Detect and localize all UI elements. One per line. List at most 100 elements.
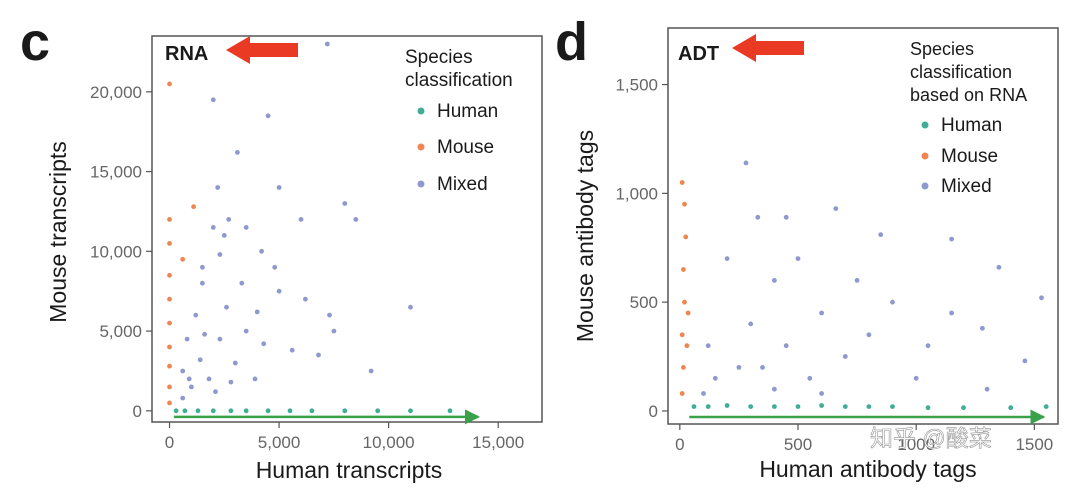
legend-marker-mouse <box>921 152 929 160</box>
mixed-point <box>184 336 190 342</box>
human-point <box>243 408 249 414</box>
mixed-point <box>200 264 205 270</box>
x-tick-label: 15,000 <box>472 433 524 452</box>
mixed-point <box>303 296 308 302</box>
mixed-point <box>980 325 985 331</box>
chart-title-d: ADT <box>678 43 719 65</box>
mixed-point <box>217 336 223 342</box>
mixed-point <box>949 236 954 242</box>
legend-c: Species classification Human Mouse Mixed <box>405 47 513 195</box>
legend-marker-mouse <box>417 143 425 151</box>
mixed-point <box>180 368 186 374</box>
legend-marker-mixed <box>921 182 929 190</box>
y-tick-label: 10,000 <box>90 242 142 261</box>
legend-label-human: Human <box>437 101 498 122</box>
mouse-point <box>180 256 186 262</box>
mixed-point <box>202 331 208 337</box>
mixed-point <box>210 97 216 103</box>
y-tick-label: 1,500 <box>615 76 658 95</box>
mixed-point <box>890 299 895 305</box>
legend-label-human: Human <box>941 115 1002 136</box>
mixed-point <box>783 214 789 220</box>
mixed-point <box>298 217 304 222</box>
human-point <box>408 408 413 414</box>
mouse-point <box>191 204 197 210</box>
mixed-point <box>226 217 232 222</box>
legend-marker-human <box>417 107 425 115</box>
mouse-point <box>167 400 172 406</box>
x-tick-label: 0 <box>165 433 174 452</box>
y-tick-label: 5,000 <box>99 322 142 341</box>
mouse-point <box>167 241 172 246</box>
mouse-point <box>685 310 691 316</box>
mouse-point <box>682 201 687 207</box>
mixed-point <box>748 321 754 327</box>
y-tick-label: 0 <box>649 402 658 421</box>
mixed-point <box>189 384 194 390</box>
panel-label-c: c <box>20 12 50 72</box>
human-point <box>228 408 234 414</box>
y-axis-d: 0 500 1,000 1,500 <box>615 76 668 421</box>
human-point <box>842 404 848 409</box>
mixed-point <box>1039 295 1044 301</box>
mixed-point <box>327 312 332 318</box>
legend-marker-mixed <box>417 180 425 188</box>
mixed-point <box>186 376 192 382</box>
human-point <box>890 404 895 409</box>
mixed-point <box>213 389 218 395</box>
human-point <box>772 404 777 409</box>
human-point <box>748 404 754 409</box>
mixed-point <box>254 309 260 315</box>
panel-d: d ADT 0 500 1,000 1,500 0 500 1000 1500 Mouse … <box>555 12 1059 482</box>
red-arrow-c <box>226 36 298 64</box>
mouse-point <box>167 272 172 278</box>
mixed-point <box>743 160 749 166</box>
legend-label-mixed: Mixed <box>941 176 992 197</box>
mouse-point <box>679 391 685 396</box>
mixed-point <box>316 352 321 358</box>
y-tick-label: 20,000 <box>90 83 142 102</box>
mixed-point <box>736 365 742 370</box>
x-tick-label: 5,000 <box>258 433 301 452</box>
mixed-point <box>235 150 240 155</box>
mixed-point <box>783 343 789 349</box>
mixed-point <box>252 376 258 382</box>
mixed-point <box>760 365 765 370</box>
mixed-point <box>712 375 718 381</box>
mixed-point <box>276 288 282 294</box>
x-tick-label: 500 <box>784 435 812 454</box>
mixed-point <box>243 225 249 230</box>
mixed-point <box>206 376 212 382</box>
mixed-point <box>925 343 931 349</box>
legend-label-mouse: Mouse <box>437 137 494 158</box>
human-point <box>705 404 711 409</box>
mouse-point <box>681 267 686 272</box>
mixed-point <box>949 310 954 316</box>
mixed-point <box>408 304 413 310</box>
human-point <box>309 408 315 414</box>
y-tick-label: 1,000 <box>615 184 658 203</box>
mixed-point <box>772 386 777 392</box>
x-axis-c: 0 5,000 10,000 15,000 <box>165 422 524 452</box>
human-point <box>195 408 201 414</box>
mixed-point <box>243 328 249 334</box>
mixed-point <box>193 312 199 318</box>
mixed-point <box>200 280 205 286</box>
legend-marker-human <box>921 121 929 129</box>
legend-label-mouse: Mouse <box>941 146 998 167</box>
x-axis-label-d: Human antibody tags <box>759 456 976 482</box>
legend-title-c-line1: Species <box>405 47 473 68</box>
mixed-point <box>224 304 229 310</box>
human-point <box>724 403 730 408</box>
mixed-point <box>353 217 359 222</box>
mouse-point <box>679 180 685 185</box>
mouse-point <box>167 296 172 302</box>
mixed-point <box>705 343 711 349</box>
mixed-point <box>701 391 706 396</box>
y-tick-label: 500 <box>630 293 658 312</box>
mixed-point <box>259 248 264 254</box>
x-tick-label: 10,000 <box>363 433 415 452</box>
mouse-point <box>167 81 172 87</box>
x-tick-label: 1000 <box>897 435 935 454</box>
